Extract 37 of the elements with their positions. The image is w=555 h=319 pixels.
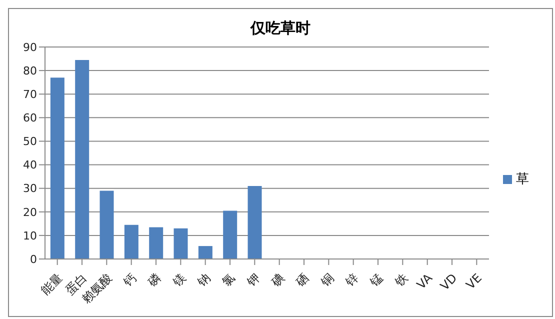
x-tick-label: 锰 [366,270,386,290]
x-tick-label: 钠 [194,270,214,290]
y-tick-label: 90 [23,40,37,54]
y-tick-label: 50 [23,135,37,148]
x-tick-label: 钾 [243,270,262,290]
y-tick-label: 20 [23,206,37,219]
x-tick-label: VA [414,270,436,292]
bar [149,227,164,259]
bar [198,246,212,259]
bar [174,228,188,259]
x-tick-label: 硒 [292,270,312,290]
x-tick-label: 锌 [342,270,362,290]
chart-title: 仅吃草时 [249,19,312,39]
legend-label: 草 [516,172,529,187]
y-tick-label: 60 [23,112,37,125]
bar [50,78,64,259]
y-tick-label: 80 [23,64,37,78]
bar [124,224,138,259]
bar [100,190,114,259]
bar [223,210,238,259]
y-tick-label: 0 [30,252,37,266]
y-tick-label: 40 [23,158,37,172]
x-tick-label: 氯 [219,270,238,290]
x-tick-label: VD [438,270,460,294]
x-tick-label: 铜 [317,270,336,290]
y-tick-label: 10 [23,229,37,242]
x-tick-label: VE [463,270,484,292]
x-tick-label: 能量 [38,270,66,298]
x-tick-label: 钙 [120,270,140,290]
bar [75,60,90,259]
y-tick-label: 70 [23,88,37,102]
y-tick-label: 30 [23,182,37,196]
x-tick-label: 铁 [391,270,410,290]
x-tick-label: 碘 [268,270,288,290]
x-tick-label: 磷 [144,270,164,290]
x-tick-label: 镁 [169,270,188,290]
bar [248,186,262,259]
